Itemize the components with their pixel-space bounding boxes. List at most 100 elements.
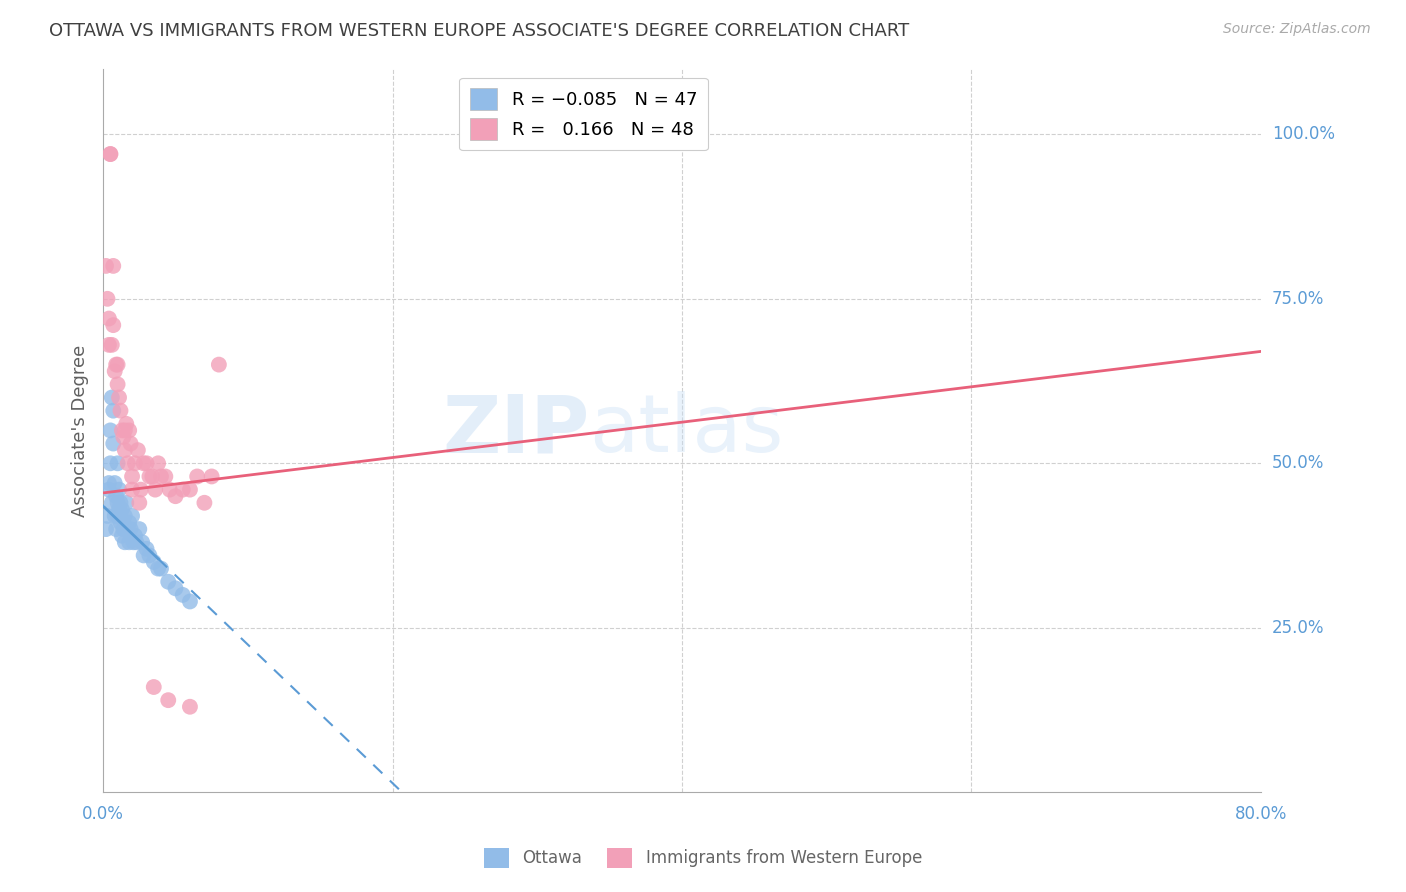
Point [124,529,146,543]
Point [108,502,131,516]
Point [138,469,160,483]
Point [172,588,194,602]
Point [112,430,135,444]
Point [132,456,155,470]
Point [135,541,157,556]
Point [120,522,142,536]
Point [115,496,138,510]
Point [142,555,165,569]
Point [118,424,141,438]
Point [104,476,127,491]
Point [97,476,120,491]
Point [131,535,153,549]
Point [117,456,139,470]
Point [141,469,163,483]
Point [128,496,150,510]
Point [124,456,146,470]
Text: 50.0%: 50.0% [1272,454,1324,472]
Point [128,522,150,536]
Point [97,483,120,497]
Point [120,436,142,450]
Point [132,549,155,563]
Point [103,259,125,273]
Point [97,338,120,352]
Point [172,483,194,497]
Y-axis label: Associate's Degree: Associate's Degree [72,344,89,516]
Point [208,358,231,372]
Point [179,594,201,608]
Point [97,311,120,326]
Point [179,699,201,714]
Point [112,522,135,536]
Point [122,535,145,549]
Point [135,456,157,470]
Point [155,469,177,483]
Point [143,483,166,497]
Point [165,489,187,503]
Point [127,443,149,458]
Point [186,469,208,483]
Point [121,508,143,523]
Point [193,496,215,510]
Point [104,508,127,523]
Point [105,489,128,503]
Point [111,424,134,438]
Text: 25.0%: 25.0% [1272,619,1324,637]
Point [121,469,143,483]
Point [103,403,125,417]
Text: ZIP: ZIP [441,392,589,469]
Point [110,403,132,417]
Point [98,456,121,470]
Point [117,522,139,536]
Point [179,483,201,497]
Point [98,147,121,161]
Point [138,549,160,563]
Point [114,443,136,458]
Point [94,522,117,536]
Point [101,496,124,510]
Point [157,693,180,707]
Point [105,522,128,536]
Point [114,535,136,549]
Point [121,483,143,497]
Text: 75.0%: 75.0% [1272,290,1324,308]
Point [101,338,124,352]
Point [118,535,141,549]
Point [110,516,132,530]
Point [118,516,141,530]
Point [111,529,134,543]
Point [103,318,125,332]
Text: OTTAWA VS IMMIGRANTS FROM WESTERN EUROPE ASSOCIATE'S DEGREE CORRELATION CHART: OTTAWA VS IMMIGRANTS FROM WESTERN EUROPE… [49,22,910,40]
Point [107,456,129,470]
Point [111,502,134,516]
Text: Source: ZipAtlas.com: Source: ZipAtlas.com [1223,22,1371,37]
Text: 100.0%: 100.0% [1272,125,1334,144]
Point [104,364,127,378]
Point [98,147,121,161]
Point [115,417,138,431]
Point [110,496,132,510]
Point [114,508,136,523]
Point [107,508,129,523]
Point [142,680,165,694]
Point [129,483,152,497]
Point [146,561,169,575]
Point [107,377,129,392]
Point [98,424,121,438]
Point [165,582,187,596]
Point [96,292,118,306]
Point [105,358,128,372]
Point [94,259,117,273]
Point [101,391,124,405]
Point [108,391,131,405]
Point [201,469,224,483]
Point [114,424,136,438]
Point [146,456,169,470]
Point [125,535,148,549]
Point [108,483,131,497]
Point [150,469,173,483]
Point [159,483,181,497]
Point [96,508,118,523]
Point [107,358,129,372]
Point [157,574,180,589]
